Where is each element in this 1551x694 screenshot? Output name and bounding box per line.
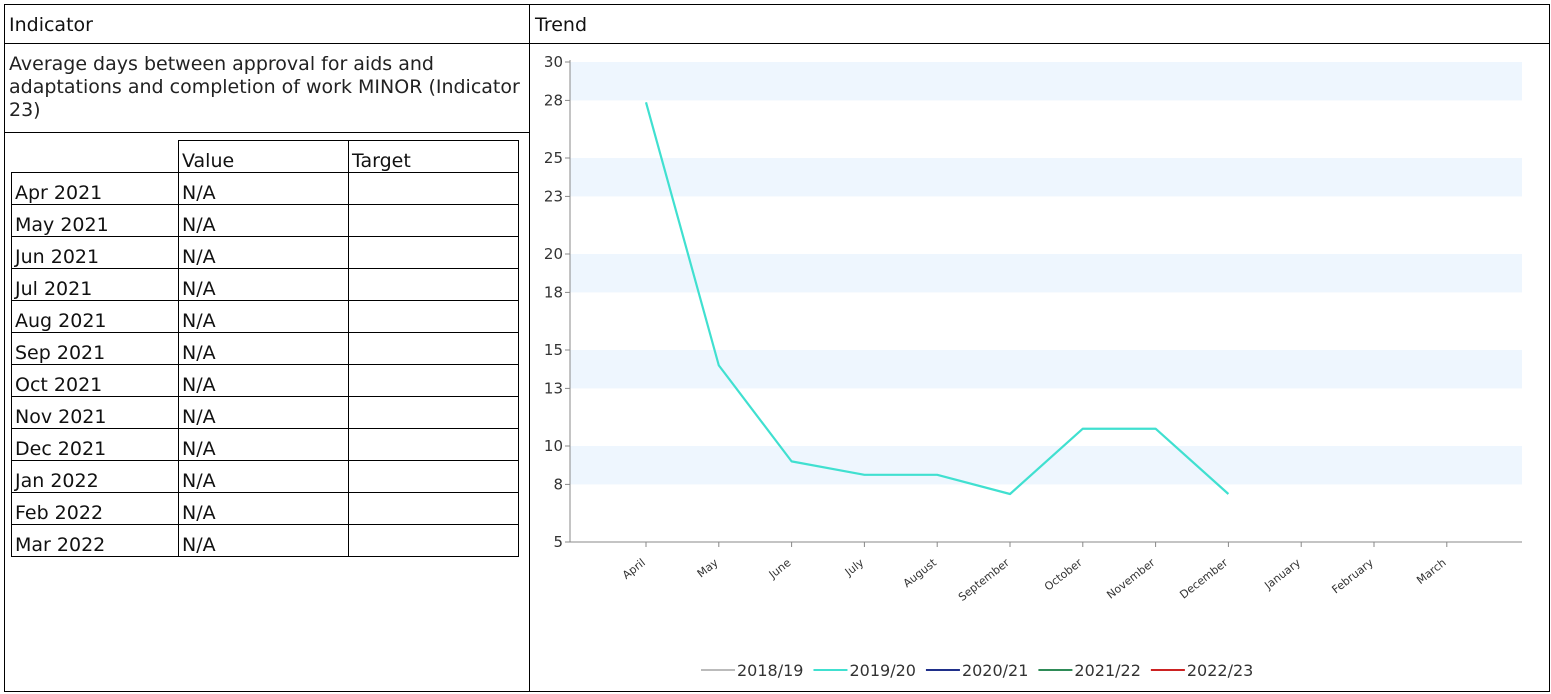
row-period: Sep 2021 (11, 332, 179, 365)
table-row: Jul 2021 N/A (11, 268, 519, 301)
indicator-title: Average days between approval for aids a… (9, 53, 520, 121)
row-period: Apr 2021 (11, 172, 179, 205)
indicator-divider (5, 132, 529, 133)
y-tick-label: 8 (553, 475, 563, 493)
legend-label: 2021/22 (1074, 661, 1140, 680)
legend-label: 2022/23 (1187, 661, 1253, 680)
row-target (348, 428, 519, 461)
row-target (348, 204, 519, 237)
indicator-panel: Indicator Trend Average days between app… (4, 4, 1550, 692)
row-target (348, 332, 519, 365)
grid-band (570, 350, 1522, 389)
x-tick-label: July (842, 556, 867, 579)
grid-band (570, 158, 1522, 197)
x-tick-label: December (1177, 556, 1230, 602)
table-row: Oct 2021 N/A (11, 364, 519, 397)
legend-label: 2020/21 (962, 661, 1028, 680)
table-header-value: Value (178, 140, 349, 173)
row-value: N/A (178, 204, 349, 237)
table-header-target: Target (348, 140, 519, 173)
y-tick-label: 28 (544, 91, 563, 109)
table-row: Aug 2021 N/A (11, 300, 519, 333)
row-target (348, 268, 519, 301)
row-value: N/A (178, 492, 349, 525)
trend-column-header: Trend (535, 14, 587, 36)
row-value: N/A (178, 524, 349, 557)
table-row: Nov 2021 N/A (11, 396, 519, 429)
x-tick-label: May (695, 556, 721, 581)
table-header-row: Value Target (11, 140, 519, 173)
table-row: May 2021 N/A (11, 204, 519, 237)
table-header-period (11, 140, 179, 173)
y-tick-label: 18 (544, 283, 563, 301)
row-value: N/A (178, 236, 349, 269)
y-tick-label: 10 (544, 437, 563, 455)
legend-label: 2019/20 (849, 661, 915, 680)
row-value: N/A (178, 300, 349, 333)
table-row: Mar 2022 N/A (11, 524, 519, 557)
y-tick-label: 13 (544, 379, 563, 397)
y-tick-label: 25 (544, 149, 563, 167)
row-period: Nov 2021 (11, 396, 179, 429)
table-row: Apr 2021 N/A (11, 172, 519, 205)
row-period: Mar 2022 (11, 524, 179, 557)
row-value: N/A (178, 172, 349, 205)
x-tick-label: June (766, 556, 794, 582)
row-target (348, 396, 519, 429)
row-target (348, 172, 519, 205)
row-target (348, 364, 519, 397)
row-target (348, 492, 519, 525)
x-tick-label: August (901, 556, 940, 590)
row-period: Dec 2021 (11, 428, 179, 461)
row-value: N/A (178, 428, 349, 461)
row-period: Aug 2021 (11, 300, 179, 333)
y-tick-label: 5 (553, 533, 563, 551)
table-row: Sep 2021 N/A (11, 332, 519, 365)
x-tick-label: September (956, 556, 1012, 604)
column-divider (529, 5, 530, 691)
row-value: N/A (178, 396, 349, 429)
trend-chart: 5 8 10 13 15 18 20 23 25 28 30 April May June July Augu… (544, 53, 1522, 680)
row-period: Jan 2022 (11, 460, 179, 493)
x-tick-label: October (1042, 556, 1085, 594)
row-target (348, 300, 519, 333)
table-row: Jan 2022 N/A (11, 460, 519, 493)
row-value: N/A (178, 268, 349, 301)
row-value: N/A (178, 364, 349, 397)
x-tick-label: April (620, 556, 648, 582)
row-target (348, 460, 519, 493)
table-row: Dec 2021 N/A (11, 428, 519, 461)
row-period: Jun 2021 (11, 236, 179, 269)
grid-band (570, 254, 1522, 293)
table-row: Feb 2022 N/A (11, 492, 519, 525)
y-tick-label: 15 (544, 341, 563, 359)
x-tick-label: March (1414, 556, 1448, 587)
y-tick-label: 23 (544, 187, 563, 205)
row-period: Jul 2021 (11, 268, 179, 301)
indicator-column-header: Indicator (9, 14, 93, 36)
values-table: Value Target Apr 2021 N/A May 2021 N/A Jun… (11, 140, 519, 557)
header-divider (5, 43, 1549, 44)
grid-band (570, 62, 1522, 101)
row-period: May 2021 (11, 204, 179, 237)
row-target (348, 236, 519, 269)
table-row: Jun 2021 N/A (11, 236, 519, 269)
row-target (348, 524, 519, 557)
row-value: N/A (178, 460, 349, 493)
grid-band (570, 446, 1522, 485)
y-tick-label: 30 (544, 53, 563, 71)
y-tick-label: 20 (544, 245, 563, 263)
row-period: Oct 2021 (11, 364, 179, 397)
x-tick-label: February (1329, 556, 1376, 597)
series-line (644, 102, 1230, 496)
x-tick-label: November (1104, 556, 1157, 602)
row-value: N/A (178, 332, 349, 365)
legend-label: 2018/19 (737, 661, 803, 680)
row-period: Feb 2022 (11, 492, 179, 525)
x-tick-label: January (1261, 556, 1303, 593)
